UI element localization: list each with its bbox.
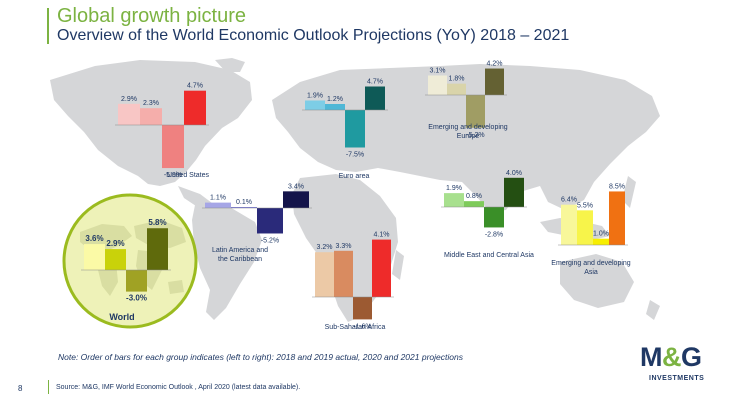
bar-2021: [283, 191, 309, 208]
group-sub-saharan-africa: 3.2% 3.3% -1.6% 4.1% Sub-Saharan Africa: [312, 232, 394, 331]
value-label: 0.8%: [466, 193, 482, 200]
group-label: World: [109, 312, 134, 322]
bar-2018: [84, 244, 105, 270]
bar-2020: [593, 238, 609, 245]
bar-2019: [334, 250, 353, 297]
group-label: Emerging and developing Asia: [551, 260, 630, 276]
value-label: 5.8%: [148, 218, 166, 227]
value-label: 1.0%: [593, 231, 609, 238]
value-label: 3.2%: [317, 244, 333, 251]
value-label: 4.7%: [367, 79, 383, 86]
bar-2021: [365, 86, 385, 110]
bar-2020: [484, 207, 504, 228]
value-label: 2.9%: [121, 96, 137, 103]
group-middle-east-and-central-asia: 1.9% 0.8% -2.8% 4.0% Middle East and Central…: [441, 170, 534, 259]
bar-2018: [428, 75, 447, 95]
group-latin-america-and-the-caribbean: 1.1% 0.1% -5.2% 3.4% Latin America and the Ca…: [202, 183, 312, 263]
bar-2019: [325, 104, 345, 110]
bar-2021: [372, 239, 391, 297]
bar-2020: [257, 208, 283, 234]
bar-2019: [577, 210, 593, 245]
value-label: 4.0%: [506, 170, 522, 177]
value-label: -5.2%: [466, 132, 484, 139]
value-label: 1.9%: [307, 93, 323, 100]
group-euro-area: 1.9% 1.2% -7.5% 4.7% Euro area: [302, 79, 388, 180]
source-divider: [48, 380, 49, 394]
group-label: Middle East and Central Asia: [444, 252, 534, 259]
page-number: 8: [18, 384, 23, 393]
value-label: 3.6%: [85, 234, 103, 243]
logo-subtext: INVESTMENTS: [649, 375, 705, 382]
bar-2021: [184, 90, 206, 125]
bar-2018: [561, 204, 577, 245]
bar-2019: [447, 83, 466, 95]
value-label: 3.1%: [430, 67, 446, 74]
bar-2021: [504, 177, 524, 207]
value-label: 1.9%: [446, 185, 462, 192]
bar-2018: [118, 103, 140, 125]
value-label: 2.9%: [106, 239, 124, 248]
value-label: 3.4%: [288, 183, 304, 190]
bar-2021: [147, 228, 168, 270]
title-accent-bar: [47, 8, 49, 44]
value-label: 1.1%: [210, 195, 226, 202]
value-label: -3.0%: [126, 294, 147, 303]
value-label: -1.6%: [353, 323, 371, 330]
bar-2019: [464, 201, 484, 207]
value-label: -2.8%: [485, 231, 503, 238]
value-label: 2.3%: [143, 100, 159, 107]
page-subtitle: Overview of the World Economic Outlook P…: [57, 27, 570, 44]
value-label: 4.2%: [487, 61, 503, 68]
bar-order-note: Note: Order of bars for each group indic…: [58, 352, 463, 362]
value-label: 6.4%: [561, 197, 577, 204]
logo-mark: M&G: [640, 342, 702, 372]
bar-2019: [231, 207, 257, 208]
group-label: Emerging and developing Europe: [428, 124, 507, 140]
bar-2020: [126, 270, 147, 292]
bar-2021: [485, 68, 504, 95]
value-label: 5.5%: [577, 202, 593, 209]
bar-2020: [353, 297, 372, 320]
group-world: 3.6%2.9% -3.0% 5.8% World: [81, 218, 171, 322]
value-label: 3.3%: [336, 243, 352, 250]
bar-groups: 2.9% 2.3% -5.9% 4.7% United States 1.9% 1.2% -7…: [81, 61, 631, 331]
value-label: 0.1%: [236, 199, 252, 206]
bar-2018: [444, 193, 464, 207]
value-label: -5.2%: [261, 237, 279, 244]
value-label: -5.9%: [164, 172, 182, 179]
value-label: 8.5%: [609, 183, 625, 190]
world-inset: [62, 193, 198, 329]
group-united-states: 2.9% 2.3% -5.9% 4.7% United States: [115, 83, 210, 179]
bar-2020: [162, 125, 184, 169]
group-emerging-and-developing-asia: 6.4%5.5% 1.0% 8.5% Emerging and developing A…: [551, 183, 630, 276]
bar-2019: [140, 108, 162, 125]
bar-2018: [205, 202, 231, 208]
source-note: Source: M&G, IMF World Economic Outlook …: [56, 384, 301, 391]
value-label: 4.7%: [187, 83, 203, 90]
value-label: 4.1%: [374, 232, 390, 239]
page-title: Global growth picture: [57, 5, 246, 27]
bar-2018: [305, 100, 325, 110]
bar-2020: [466, 95, 485, 128]
bar-2021: [609, 191, 625, 245]
mg-investments-logo: M&G INVESTMENTS: [640, 342, 720, 386]
value-label: -7.5%: [346, 152, 364, 159]
group-label: Euro area: [339, 173, 370, 180]
bar-2018: [315, 252, 334, 297]
header: Global growth picture Overview of the Wo…: [0, 0, 745, 48]
value-label: 1.8%: [449, 76, 465, 83]
group-emerging-and-developing-europe: 3.1%1.8% -5.2% 4.2% Emerging and developing…: [425, 61, 508, 140]
bar-2019: [105, 249, 126, 270]
group-label: Latin America and the Caribbean: [212, 247, 268, 263]
group-label: Sub-Saharan Africa: [325, 324, 386, 331]
bar-2020: [345, 110, 365, 148]
group-label: United States: [167, 172, 210, 179]
value-label: 1.2%: [327, 96, 343, 103]
